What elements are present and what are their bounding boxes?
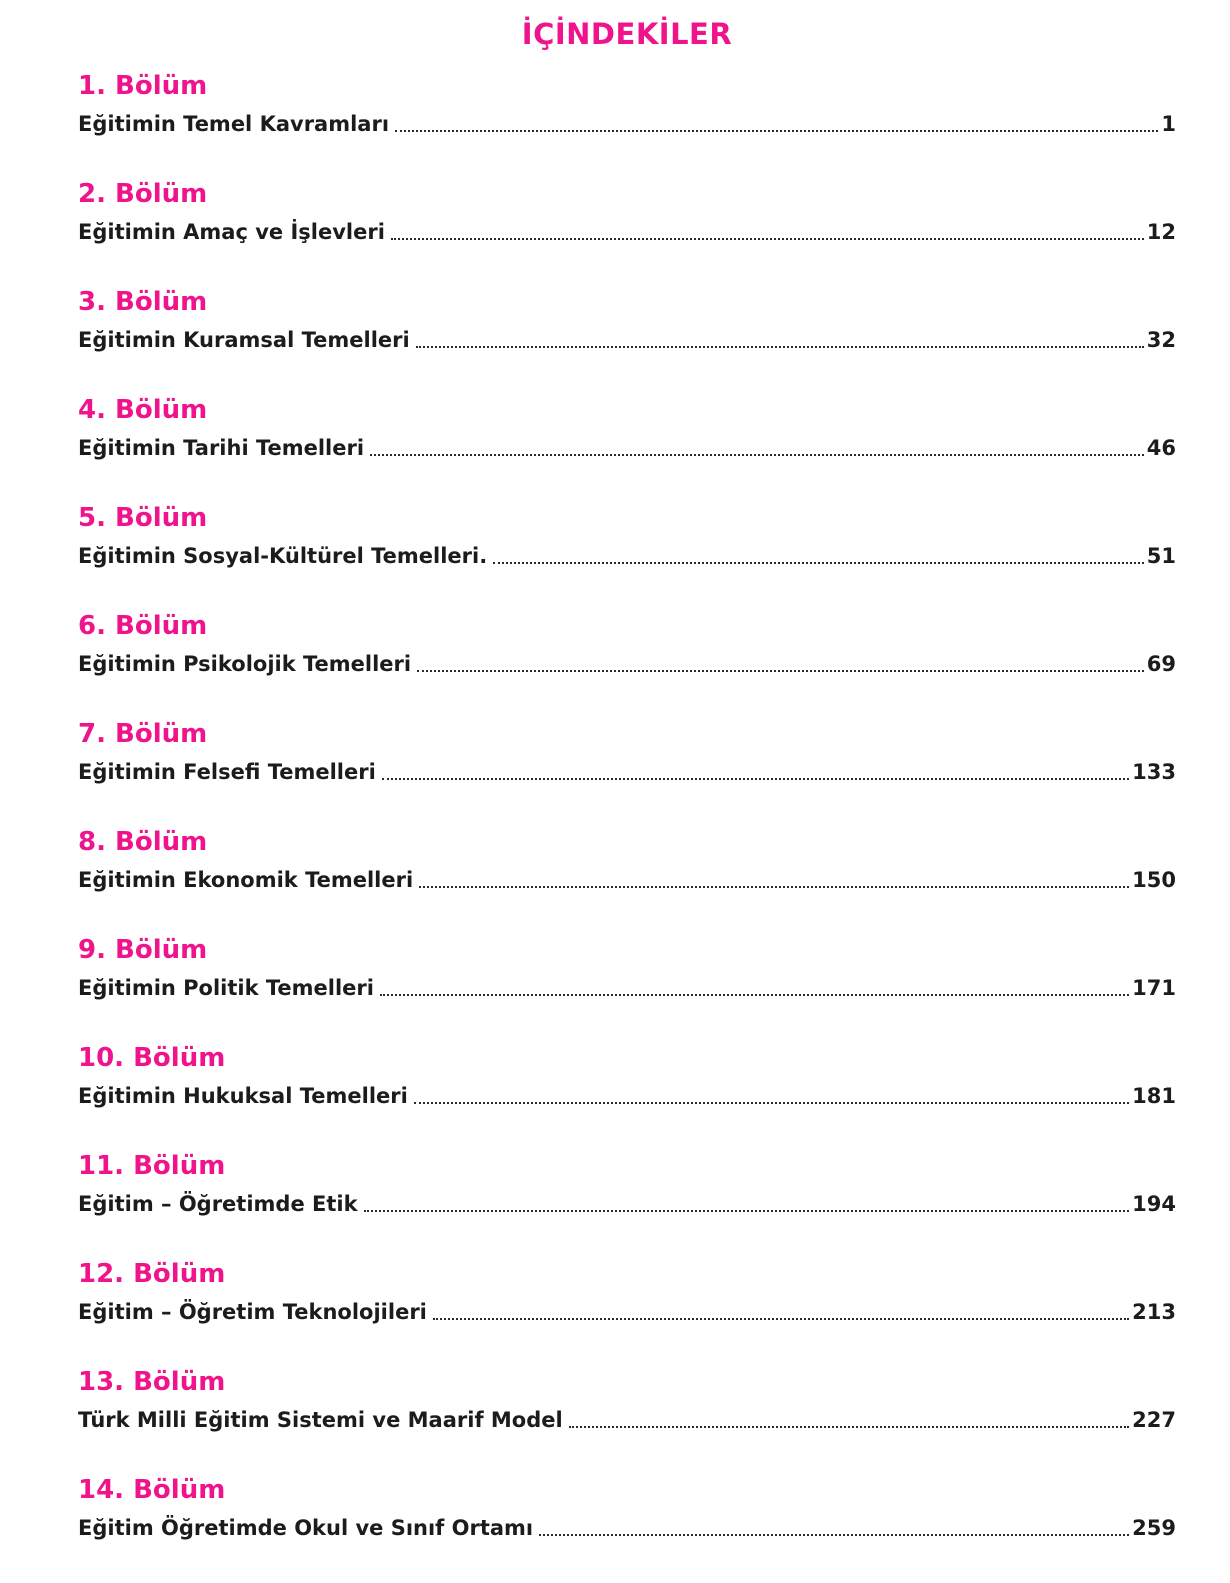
chapter-heading: 6. Bölüm bbox=[78, 611, 208, 641]
chapter-heading: 4. Bölüm bbox=[78, 395, 208, 425]
entry-page-number: 171 bbox=[1132, 976, 1176, 1000]
dotted-leader bbox=[379, 994, 1130, 996]
entry-title: Eğitimin Politik Temelleri bbox=[78, 976, 374, 1000]
toc-entry: Eğitimin Politik Temelleri 171 bbox=[78, 974, 1176, 1002]
chapter-heading: 14. Bölüm bbox=[78, 1475, 226, 1505]
chapter-heading: 2. Bölüm bbox=[78, 179, 208, 209]
dotted-leader bbox=[390, 238, 1144, 240]
entry-page-number: 150 bbox=[1132, 868, 1176, 892]
dotted-leader bbox=[415, 346, 1144, 348]
entry-title: Türk Milli Eğitim Sistemi ve Maarif Mode… bbox=[78, 1408, 563, 1432]
entry-page-number: 46 bbox=[1146, 436, 1176, 460]
toc-entry: Eğitimin Tarihi Temelleri 46 bbox=[78, 434, 1176, 462]
toc-entry: Eğitim Öğretimde Okul ve Sınıf Ortamı 25… bbox=[78, 1514, 1176, 1542]
chapter-heading: 8. Bölüm bbox=[78, 827, 208, 857]
entry-title: Eğitimin Tarihi Temelleri bbox=[78, 436, 365, 460]
chapter-heading: 13. Bölüm bbox=[78, 1367, 226, 1397]
entry-title: Eğitim Öğretimde Okul ve Sınıf Ortamı bbox=[78, 1516, 534, 1540]
toc-section: 11. Bölüm Eğitim – Öğretimde Etik 194 bbox=[78, 1151, 1176, 1218]
chapter-heading: 7. Bölüm bbox=[78, 719, 208, 749]
entry-page-number: 69 bbox=[1146, 652, 1176, 676]
entry-title: Eğitimin Felsefi Temelleri bbox=[78, 760, 376, 784]
dotted-leader bbox=[381, 778, 1130, 780]
entry-page-number: 194 bbox=[1132, 1192, 1176, 1216]
entry-title: Eğitimin Temel Kavramları bbox=[78, 112, 390, 136]
entry-title: Eğitimin Amaç ve İşlevleri bbox=[78, 220, 385, 244]
entry-title: Eğitimin Ekonomik Temelleri bbox=[78, 868, 414, 892]
entry-page-number: 32 bbox=[1146, 328, 1176, 352]
dotted-leader bbox=[568, 1426, 1130, 1428]
toc-entry: Eğitimin Sosyal-Kültürel Temelleri. 51 bbox=[78, 542, 1176, 570]
entry-page-number: 51 bbox=[1146, 544, 1176, 568]
toc-section: 5. Bölüm Eğitimin Sosyal-Kültürel Temell… bbox=[78, 503, 1176, 570]
chapter-heading: 11. Bölüm bbox=[78, 1151, 226, 1181]
page-title: İÇİNDEKİLER bbox=[521, 17, 733, 51]
entry-page-number: 181 bbox=[1132, 1084, 1176, 1108]
toc-entry: Eğitimin Ekonomik Temelleri 150 bbox=[78, 866, 1176, 894]
entry-title: Eğitimin Hukuksal Temelleri bbox=[78, 1084, 408, 1108]
toc-section: 6. Bölüm Eğitimin Psikolojik Temelleri 6… bbox=[78, 611, 1176, 678]
dotted-leader bbox=[432, 1318, 1130, 1320]
toc-entry: Eğitim – Öğretimde Etik 194 bbox=[78, 1190, 1176, 1218]
toc-entry: Eğitimin Kuramsal Temelleri 32 bbox=[78, 326, 1176, 354]
toc-section: 9. Bölüm Eğitimin Politik Temelleri 171 bbox=[78, 935, 1176, 1002]
toc-list: 1. Bölüm Eğitimin Temel Kavramları 1 2. … bbox=[78, 71, 1176, 1542]
chapter-heading: 12. Bölüm bbox=[78, 1259, 226, 1289]
chapter-heading: 9. Bölüm bbox=[78, 935, 208, 965]
toc-section: 10. Bölüm Eğitimin Hukuksal Temelleri 18… bbox=[78, 1043, 1176, 1110]
toc-section: 13. Bölüm Türk Milli Eğitim Sistemi ve M… bbox=[78, 1367, 1176, 1434]
toc-entry: Eğitim – Öğretim Teknolojileri 213 bbox=[78, 1298, 1176, 1326]
entry-page-number: 1 bbox=[1161, 112, 1176, 136]
toc-section: 2. Bölüm Eğitimin Amaç ve İşlevleri 12 bbox=[78, 179, 1176, 246]
toc-entry: Eğitimin Psikolojik Temelleri 69 bbox=[78, 650, 1176, 678]
toc-entry: Eğitimin Hukuksal Temelleri 181 bbox=[78, 1082, 1176, 1110]
toc-section: 7. Bölüm Eğitimin Felsefi Temelleri 133 bbox=[78, 719, 1176, 786]
dotted-leader bbox=[363, 1210, 1130, 1212]
entry-page-number: 259 bbox=[1132, 1516, 1176, 1540]
toc-entry: Eğitimin Temel Kavramları 1 bbox=[78, 110, 1176, 138]
toc-section: 4. Bölüm Eğitimin Tarihi Temelleri 46 bbox=[78, 395, 1176, 462]
dotted-leader bbox=[493, 562, 1144, 564]
dotted-leader bbox=[413, 1102, 1130, 1104]
dotted-leader bbox=[370, 454, 1144, 456]
dotted-leader bbox=[419, 886, 1130, 888]
entry-title: Eğitim – Öğretim Teknolojileri bbox=[78, 1300, 427, 1324]
dotted-leader bbox=[417, 670, 1144, 672]
toc-section: 8. Bölüm Eğitimin Ekonomik Temelleri 150 bbox=[78, 827, 1176, 894]
entry-page-number: 12 bbox=[1146, 220, 1176, 244]
entry-page-number: 213 bbox=[1132, 1300, 1176, 1324]
chapter-heading: 3. Bölüm bbox=[78, 287, 208, 317]
entry-page-number: 133 bbox=[1132, 760, 1176, 784]
toc-entry: Eğitimin Felsefi Temelleri 133 bbox=[78, 758, 1176, 786]
entry-title: Eğitimin Kuramsal Temelleri bbox=[78, 328, 410, 352]
toc-entry: Eğitimin Amaç ve İşlevleri 12 bbox=[78, 218, 1176, 246]
toc-entry: Türk Milli Eğitim Sistemi ve Maarif Mode… bbox=[78, 1406, 1176, 1434]
entry-title: Eğitimin Psikolojik Temelleri bbox=[78, 652, 412, 676]
entry-title: Eğitim – Öğretimde Etik bbox=[78, 1192, 358, 1216]
dotted-leader bbox=[395, 130, 1159, 132]
toc-section: 1. Bölüm Eğitimin Temel Kavramları 1 bbox=[78, 71, 1176, 138]
toc-section: 3. Bölüm Eğitimin Kuramsal Temelleri 32 bbox=[78, 287, 1176, 354]
chapter-heading: 5. Bölüm bbox=[78, 503, 208, 533]
toc-section: 12. Bölüm Eğitim – Öğretim Teknolojileri… bbox=[78, 1259, 1176, 1326]
dotted-leader bbox=[539, 1534, 1130, 1536]
chapter-heading: 10. Bölüm bbox=[78, 1043, 226, 1073]
chapter-heading: 1. Bölüm bbox=[78, 71, 208, 101]
entry-page-number: 227 bbox=[1132, 1408, 1176, 1432]
entry-title: Eğitimin Sosyal-Kültürel Temelleri. bbox=[78, 544, 488, 568]
toc-section: 14. Bölüm Eğitim Öğretimde Okul ve Sınıf… bbox=[78, 1475, 1176, 1542]
